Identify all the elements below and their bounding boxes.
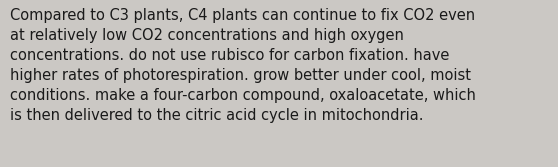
Text: Compared to C3 plants, C4 plants can continue to fix CO2 even
at relatively low : Compared to C3 plants, C4 plants can con…: [10, 8, 476, 123]
